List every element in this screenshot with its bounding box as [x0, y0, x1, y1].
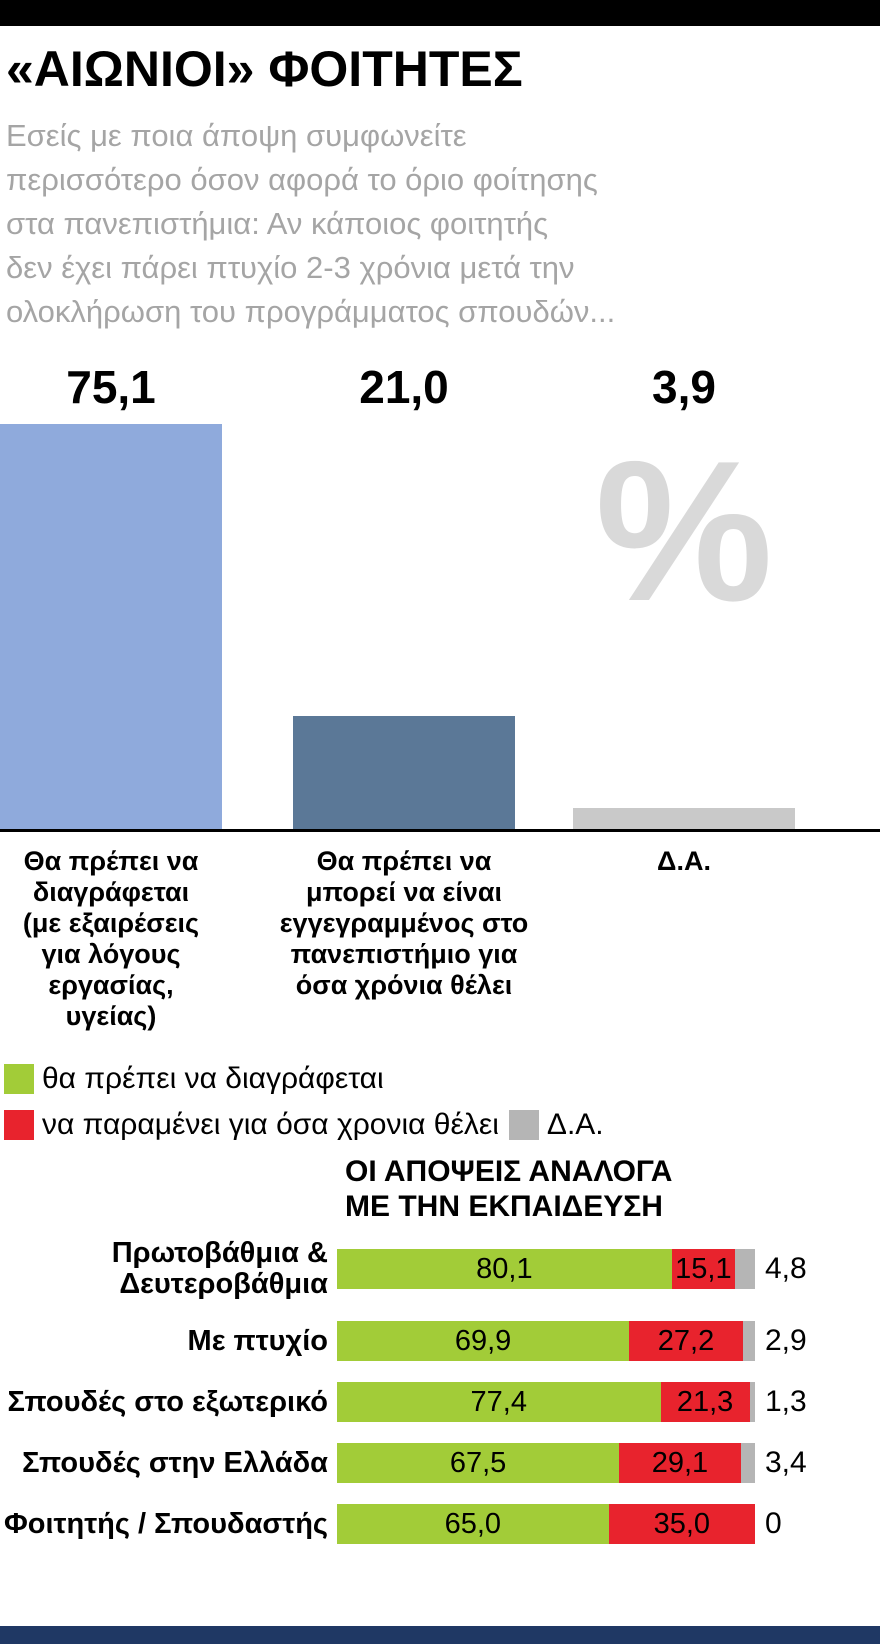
outside-value-label: 1,3 — [765, 1385, 807, 1418]
row-category-label: Φοιτητής / Σπουδαστής — [3, 1507, 328, 1540]
bar-segment: 15,1 — [671, 1249, 735, 1289]
bar-value-label: 3,9 — [652, 361, 716, 413]
legend-item: Δ.Α. — [508, 1108, 604, 1142]
stacked-bar-row: Με πτυχίο 69,9 27,2 2,9 — [0, 1321, 880, 1361]
row-category-label: Πρωτοβάθμια & Δευτεροβάθμια — [111, 1237, 328, 1300]
bar-value-row: 75,1 21,0 3,9 — [0, 360, 880, 422]
stacked-bar: 69,9 27,2 — [337, 1321, 755, 1361]
legend-item: να παραμένει για όσα χρονια θέλει — [4, 1108, 499, 1142]
section-title-line1: ΟΙ ΑΠΟΨΕΙΣ ΑΝΑΛΟΓΑ — [345, 1155, 673, 1188]
legend-label: θα πρέπει να διαγράφεται — [42, 1062, 384, 1095]
outside-value-label: 2,9 — [765, 1324, 807, 1357]
legend-item: θα πρέπει να διαγράφεται — [4, 1062, 384, 1096]
outside-value-label: 3,4 — [765, 1446, 807, 1479]
row-category-label: Σπουδές στο εξωτερικό — [7, 1385, 328, 1418]
percent-watermark: % — [595, 420, 773, 643]
stacked-bar-row: Φοιτητής / Σπουδαστής 65,0 35,0 0 — [0, 1504, 880, 1544]
stacked-bar: 80,1 15,1 — [337, 1249, 755, 1289]
bar-segment — [742, 1321, 755, 1361]
legend-swatch — [508, 1110, 539, 1140]
stacked-bar: 65,0 35,0 — [337, 1504, 755, 1544]
vertical-bar-chart: % — [0, 424, 880, 832]
bar-segment: 27,2 — [629, 1321, 743, 1361]
section-title: ΟΙ ΑΠΟΨΕΙΣ ΑΝΑΛΟΓΑ ΜΕ ΤΗΝ ΕΚΠΑΙΔΕΥΣΗ — [345, 1154, 880, 1224]
section-title-line2: ΜΕ ΤΗΝ ΕΚΠΑΙΔΕΥΣΗ — [345, 1190, 663, 1223]
bar-segment — [740, 1443, 755, 1483]
bar-segment: 67,5 — [337, 1443, 620, 1483]
legend: θα πρέπει να διαγράφεται να παραμένει για… — [4, 1062, 880, 1142]
stacked-bar: 77,4 21,3 — [337, 1382, 755, 1422]
bar — [0, 424, 222, 829]
bar-segment: 80,1 — [337, 1249, 672, 1289]
page-title: «ΑΙΩΝΙΟΙ» ΦΟΙΤΗΤΕΣ — [6, 41, 523, 97]
stacked-bar-row: Πρωτοβάθμια & Δευτεροβάθμια 80,1 15,1 4,8 — [0, 1238, 880, 1300]
stacked-bar-chart: Πρωτοβάθμια & Δευτεροβάθμια 80,1 15,1 4,8 Με… — [0, 1238, 880, 1544]
bar-segment — [734, 1249, 755, 1289]
bar-segment: 65,0 — [337, 1504, 609, 1544]
survey-question: Εσείς με ποια άποψη συμφωνείτε περισσότε… — [6, 118, 616, 329]
bar-segment — [749, 1382, 755, 1422]
bar-segment: 69,9 — [337, 1321, 630, 1361]
legend-swatch — [4, 1064, 34, 1094]
stacked-bar: 67,5 29,1 — [337, 1443, 755, 1483]
outside-value-label: 0 — [765, 1507, 782, 1540]
bar-value-label: 75,1 — [66, 361, 156, 413]
stacked-bar-row: Σπουδές στο εξωτερικό 77,4 21,3 1,3 — [0, 1382, 880, 1422]
bar-segment: 77,4 — [337, 1382, 661, 1422]
footer-blue-bar — [0, 1626, 880, 1644]
bar-value-label: 21,0 — [359, 361, 449, 413]
legend-label: Δ.Α. — [546, 1108, 604, 1141]
top-black-bar — [0, 0, 880, 26]
legend-label: να παραμένει για όσα χρονια θέλει — [42, 1108, 499, 1141]
legend-swatch — [4, 1110, 34, 1140]
stacked-bar-row: Σπουδές στην Ελλάδα 67,5 29,1 3,4 — [0, 1443, 880, 1483]
bar-category-row: Θα πρέπει να διαγράφεται (με εξαιρέσεις … — [0, 846, 880, 1046]
bar-segment: 35,0 — [608, 1504, 755, 1544]
outside-value-label: 4,8 — [765, 1252, 807, 1285]
bar-category-label: Δ.Α. — [657, 846, 711, 876]
row-category-label: Σπουδές στην Ελλάδα — [22, 1446, 328, 1479]
bar-segment: 29,1 — [619, 1443, 741, 1483]
bar-category-label: Θα πρέπει να μπορεί να είναι εγγεγραμμέν… — [279, 846, 529, 1000]
bar-segment: 21,3 — [660, 1382, 750, 1422]
bar — [293, 715, 515, 829]
bar — [573, 807, 795, 829]
row-category-label: Με πτυχίο — [187, 1324, 328, 1357]
bar-category-label: Θα πρέπει να διαγράφεται (με εξαιρέσεις … — [22, 846, 200, 1031]
